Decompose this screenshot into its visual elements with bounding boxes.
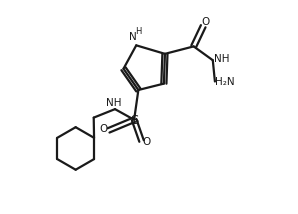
Text: H: H bbox=[135, 27, 141, 36]
Text: N: N bbox=[128, 32, 136, 42]
Text: NH: NH bbox=[214, 54, 229, 64]
Text: O: O bbox=[99, 124, 107, 134]
Text: O: O bbox=[143, 137, 151, 147]
Text: NH: NH bbox=[106, 98, 122, 108]
Text: H₂N: H₂N bbox=[215, 77, 235, 87]
Text: S: S bbox=[130, 114, 138, 127]
Text: O: O bbox=[201, 17, 209, 27]
